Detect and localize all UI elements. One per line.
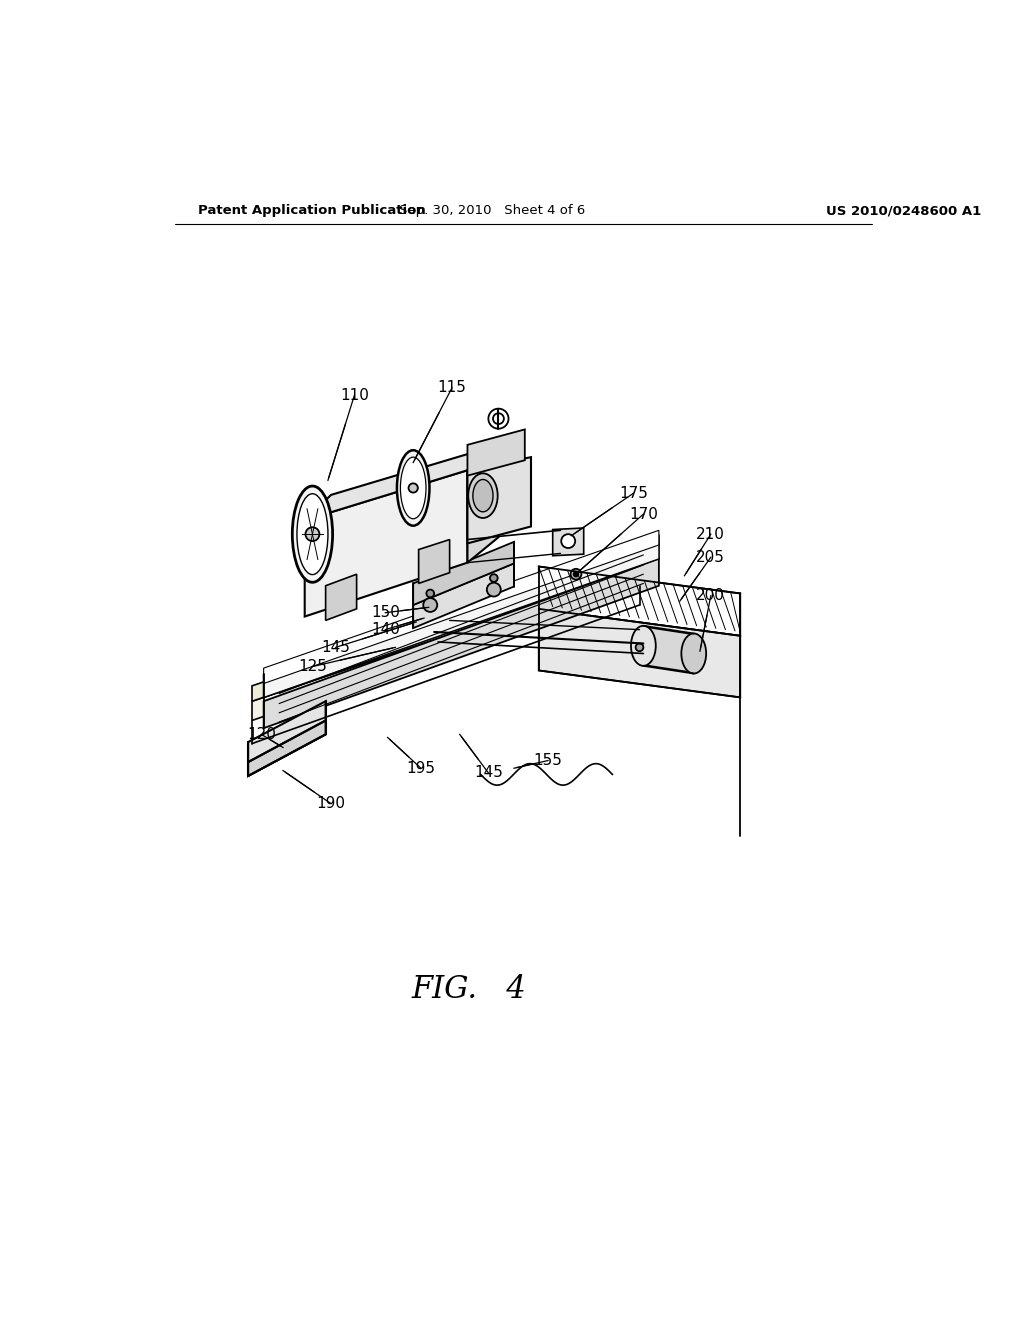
Ellipse shape bbox=[631, 626, 655, 665]
Polygon shape bbox=[326, 574, 356, 620]
Polygon shape bbox=[252, 570, 640, 721]
Polygon shape bbox=[263, 543, 658, 697]
Text: 190: 190 bbox=[316, 796, 345, 812]
Ellipse shape bbox=[400, 457, 426, 519]
Polygon shape bbox=[553, 528, 584, 556]
Circle shape bbox=[486, 582, 501, 597]
Text: 150: 150 bbox=[371, 605, 399, 620]
Text: 145: 145 bbox=[474, 766, 503, 780]
Circle shape bbox=[305, 527, 319, 541]
Polygon shape bbox=[248, 721, 326, 776]
Ellipse shape bbox=[468, 474, 498, 517]
Polygon shape bbox=[305, 470, 467, 616]
Text: 170: 170 bbox=[629, 507, 657, 521]
Circle shape bbox=[423, 598, 437, 612]
Polygon shape bbox=[467, 429, 524, 475]
Ellipse shape bbox=[297, 494, 328, 574]
Polygon shape bbox=[539, 609, 740, 697]
Polygon shape bbox=[263, 558, 658, 729]
Polygon shape bbox=[419, 540, 450, 583]
Circle shape bbox=[636, 644, 643, 651]
Circle shape bbox=[409, 483, 418, 492]
Circle shape bbox=[570, 569, 582, 579]
Text: 140: 140 bbox=[371, 622, 399, 638]
Polygon shape bbox=[539, 566, 740, 636]
Text: FIG.   4: FIG. 4 bbox=[412, 974, 526, 1006]
Ellipse shape bbox=[397, 450, 429, 525]
Text: 145: 145 bbox=[322, 640, 350, 655]
Text: Sep. 30, 2010   Sheet 4 of 6: Sep. 30, 2010 Sheet 4 of 6 bbox=[399, 205, 586, 218]
Circle shape bbox=[426, 590, 434, 597]
Polygon shape bbox=[467, 445, 499, 562]
Text: 210: 210 bbox=[696, 527, 725, 541]
Circle shape bbox=[573, 572, 579, 577]
Polygon shape bbox=[252, 554, 640, 701]
Text: 200: 200 bbox=[696, 589, 725, 603]
Polygon shape bbox=[248, 701, 326, 776]
Polygon shape bbox=[414, 564, 514, 628]
Text: 195: 195 bbox=[407, 760, 435, 776]
Polygon shape bbox=[643, 627, 693, 673]
Circle shape bbox=[488, 409, 509, 429]
Circle shape bbox=[493, 413, 504, 424]
Ellipse shape bbox=[681, 634, 707, 673]
Circle shape bbox=[561, 535, 575, 548]
Text: 115: 115 bbox=[437, 380, 466, 396]
Ellipse shape bbox=[292, 486, 333, 582]
Polygon shape bbox=[414, 543, 514, 605]
Polygon shape bbox=[263, 531, 658, 684]
Text: Patent Application Publication: Patent Application Publication bbox=[198, 205, 426, 218]
Circle shape bbox=[489, 574, 498, 582]
Text: US 2010/0248600 A1: US 2010/0248600 A1 bbox=[825, 205, 981, 218]
Ellipse shape bbox=[473, 479, 493, 512]
Text: 205: 205 bbox=[696, 549, 725, 565]
Polygon shape bbox=[263, 536, 658, 697]
Text: 120: 120 bbox=[247, 727, 275, 742]
Polygon shape bbox=[305, 445, 499, 520]
Polygon shape bbox=[467, 457, 531, 544]
Text: 155: 155 bbox=[534, 752, 562, 768]
Text: 125: 125 bbox=[298, 659, 327, 675]
Text: 175: 175 bbox=[618, 486, 648, 500]
Text: 110: 110 bbox=[340, 388, 369, 403]
